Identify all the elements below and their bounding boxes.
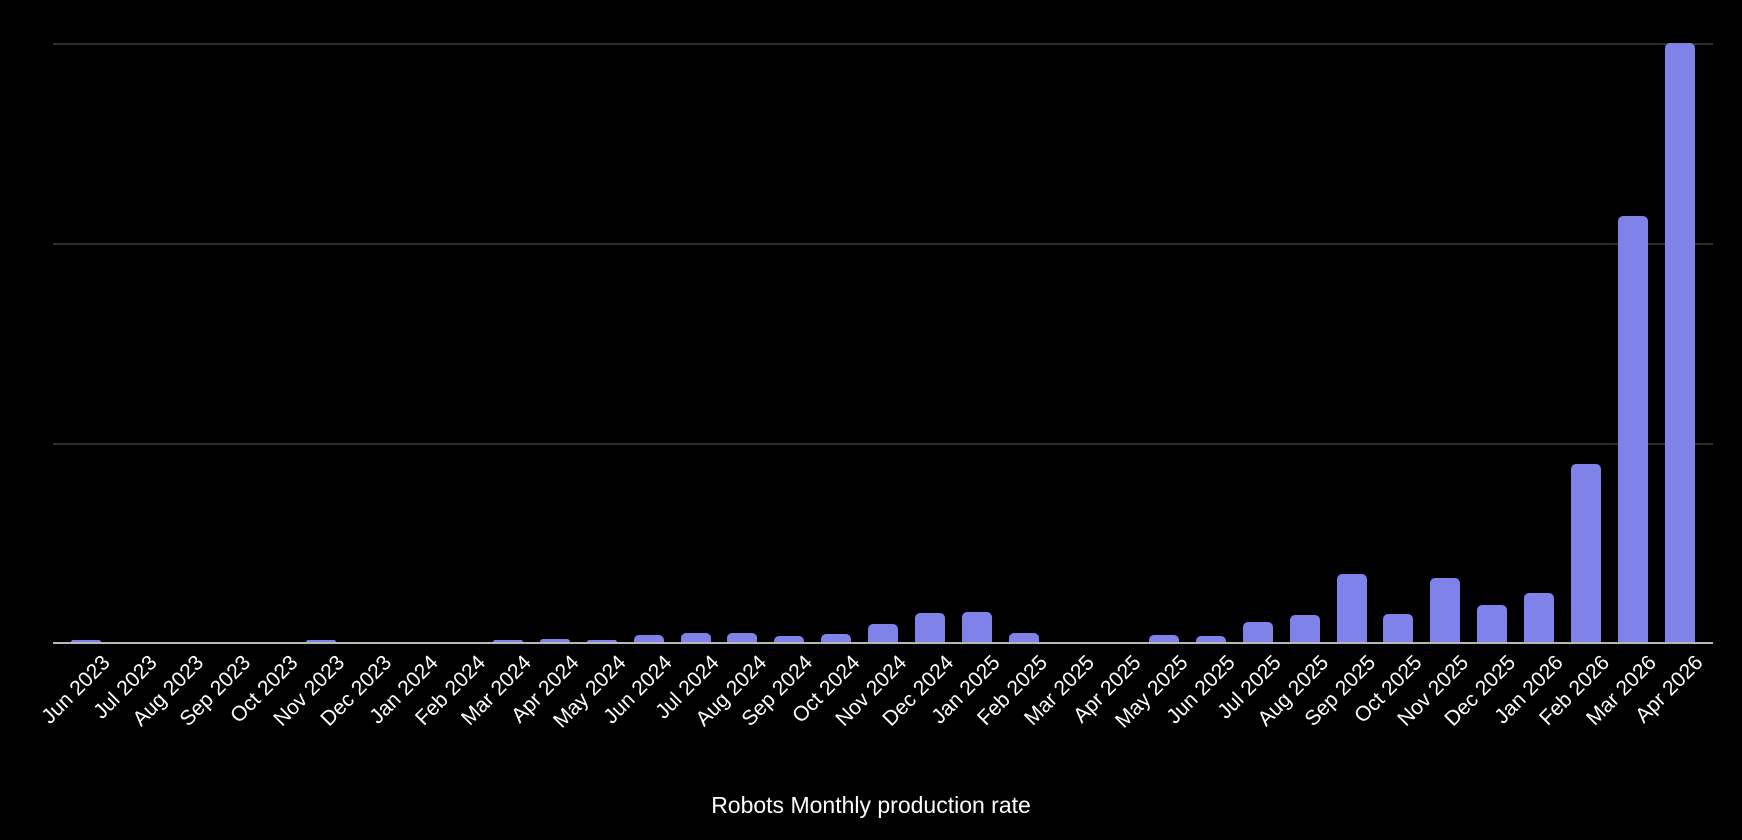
bar-slot — [1047, 43, 1094, 643]
bar-slot — [391, 43, 438, 643]
bar-slot — [63, 43, 110, 643]
gridline-top — [53, 43, 1713, 45]
bar-slot — [1563, 43, 1610, 643]
bar-slot — [1422, 43, 1469, 643]
bar — [1430, 578, 1461, 643]
bar-slot — [532, 43, 579, 643]
bar — [1242, 622, 1273, 643]
bar-slot — [204, 43, 251, 643]
gridline-middle — [53, 243, 1713, 245]
chart-title: Robots Monthly production rate — [711, 792, 1031, 818]
bar — [1477, 605, 1508, 643]
bar — [305, 640, 336, 643]
bar — [1008, 633, 1039, 643]
bar — [1524, 593, 1555, 643]
bar — [1196, 636, 1227, 643]
bar-slot — [766, 43, 813, 643]
bar-slot — [438, 43, 485, 643]
plot-area — [53, 43, 1713, 644]
bar-slot — [813, 43, 860, 643]
bar-slot — [1656, 43, 1703, 643]
bar-slot — [485, 43, 532, 643]
bar-slot — [1328, 43, 1375, 643]
bar-slot — [1188, 43, 1235, 643]
bar — [586, 640, 617, 643]
bar — [540, 639, 571, 643]
bar-slot — [1141, 43, 1188, 643]
bar — [1617, 216, 1648, 643]
bar-slot — [1000, 43, 1047, 643]
bar — [1570, 464, 1601, 643]
bar-slot — [110, 43, 157, 643]
bar — [493, 640, 524, 643]
bar — [1383, 614, 1414, 643]
bar-slot — [1094, 43, 1141, 643]
bar — [821, 634, 852, 643]
bar — [71, 640, 102, 643]
bar-slot — [672, 43, 719, 643]
bar-slot — [1469, 43, 1516, 643]
bars-group — [53, 43, 1713, 643]
bar-slot — [625, 43, 672, 643]
bar-slot — [1516, 43, 1563, 643]
bar — [1149, 635, 1180, 643]
bar-slot — [344, 43, 391, 643]
bar — [680, 633, 711, 643]
bar-slot — [953, 43, 1000, 643]
bar-slot — [157, 43, 204, 643]
bar — [1336, 574, 1367, 643]
bar — [914, 613, 945, 643]
bar-slot — [1234, 43, 1281, 643]
bar — [868, 624, 899, 643]
bar — [1289, 615, 1320, 643]
bar — [961, 612, 992, 643]
bar-slot — [860, 43, 907, 643]
gridline-lower — [53, 443, 1713, 445]
bar — [1664, 43, 1695, 643]
bar-slot — [1281, 43, 1328, 643]
bar-slot — [297, 43, 344, 643]
bar-slot — [906, 43, 953, 643]
x-axis-line — [53, 642, 1713, 644]
bar-slot — [250, 43, 297, 643]
bar-slot — [719, 43, 766, 643]
bar — [727, 633, 758, 643]
bar-slot — [1375, 43, 1422, 643]
bar — [633, 635, 664, 643]
bar — [774, 636, 805, 643]
bar-slot — [578, 43, 625, 643]
bar-slot — [1609, 43, 1656, 643]
